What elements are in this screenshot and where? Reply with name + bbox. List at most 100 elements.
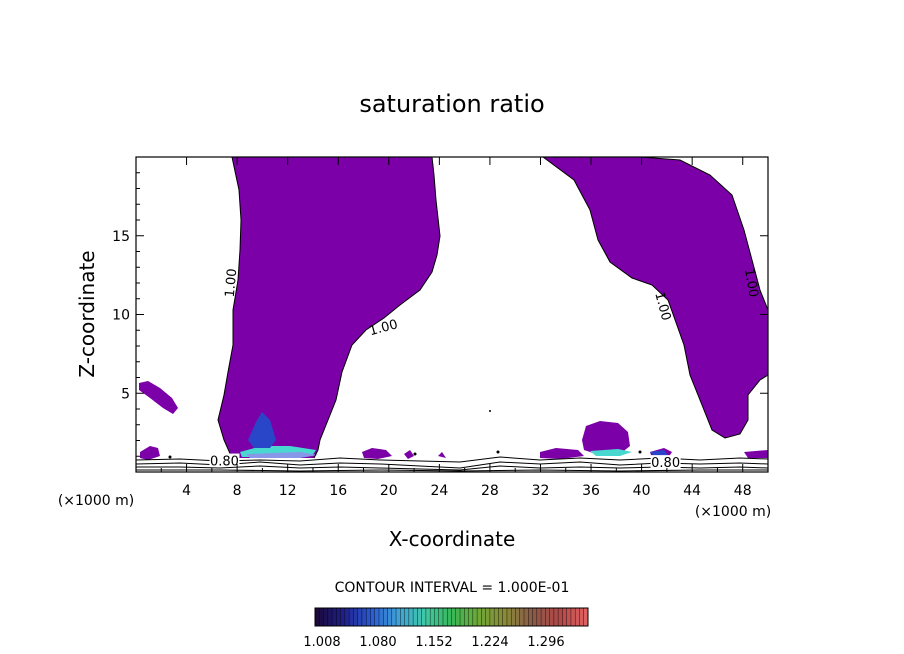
colorbar-cell: [460, 608, 465, 626]
colorbar-cell: [549, 608, 555, 626]
colorbar-tick-label: 1.080: [359, 635, 396, 650]
saturated-patch-6: [404, 450, 414, 459]
colorbar-cell: [408, 608, 414, 626]
colorbar-cell: [349, 608, 354, 626]
colorbar-cell: [336, 608, 341, 626]
colorbar-cell: [391, 608, 397, 626]
colorbar-cell: [472, 608, 478, 626]
colorbar-tick-label: 1.296: [527, 635, 564, 650]
colorbar-cell: [536, 608, 542, 626]
colorbar-cell: [562, 608, 567, 626]
colorbar-cell: [451, 608, 457, 626]
contour-label: 1.00: [651, 291, 673, 323]
colorbar-tick-label: 1.008: [303, 635, 340, 650]
colorbar-cell: [438, 608, 444, 626]
colorbar-cell: [485, 608, 491, 626]
colorbar-cell: [447, 608, 452, 626]
colorbar-cell: [396, 608, 401, 626]
speck-3: [496, 450, 500, 454]
x-tick-label: 20: [380, 483, 398, 499]
colorbar-cell: [434, 608, 440, 626]
colorbar-cell: [404, 608, 410, 626]
saturated-blob-mid: [582, 421, 630, 454]
speck-1: [489, 410, 491, 412]
speck-2: [413, 452, 417, 456]
surface-contour-4: [136, 469, 768, 472]
colorbar-frame: [314, 607, 589, 627]
contour-labels: 1.00 1.00 1.00 1.00 0.80 0.80: [209, 267, 761, 471]
x-tick-label: 12: [279, 483, 297, 499]
saturated-patch-1: [140, 446, 160, 460]
saturated-region-right: [543, 157, 768, 438]
colorbar-cell: [477, 608, 482, 626]
colorbar-cell: [430, 608, 435, 626]
chart-title: saturation ratio: [359, 90, 544, 118]
colorbar-cell: [315, 608, 320, 626]
saturated-patch-7: [438, 452, 446, 458]
colorbar-cell: [519, 608, 525, 626]
colorbar-tick-label: 1.152: [415, 635, 452, 650]
colorbar-cell: [421, 608, 427, 626]
supersat-strip-right-2: [650, 450, 668, 456]
saturated-region-left: [218, 157, 440, 458]
supersat-edge-left: [246, 452, 318, 458]
colorbar-cell: [319, 608, 324, 626]
colorbar-cell: [545, 608, 550, 626]
colorbar-cell: [498, 608, 503, 626]
x-tick-label: 8: [233, 483, 242, 499]
speck-4: [638, 450, 642, 454]
colorbar-cell: [502, 608, 508, 626]
colorbar-cell: [344, 608, 350, 626]
saturated-blob-left-edge: [139, 381, 178, 414]
colorbar-cell: [579, 608, 585, 626]
colorbar-cell: [570, 608, 576, 626]
contour-label: 1.00: [223, 268, 240, 298]
x-tick-label: 32: [532, 483, 550, 499]
contour-line-left: [217, 157, 242, 459]
filled-regions: [136, 157, 768, 472]
colorbar-cell: [455, 608, 461, 626]
colorbar-cell: [353, 608, 358, 626]
colorbar-ticks: 1.008 1.080 1.152 1.224 1.296: [303, 635, 564, 650]
colorbar-cell: [541, 608, 546, 626]
colorbar-cell: [464, 608, 469, 626]
contour-label: 1.00: [741, 267, 761, 298]
colorbar-cell: [558, 608, 563, 626]
x-tick-label: 40: [633, 483, 651, 499]
colorbar-cell: [425, 608, 431, 626]
saturated-patch-2: [362, 448, 392, 459]
colorbar-cell: [583, 608, 589, 626]
colorbar-cell: [511, 608, 516, 626]
colorbar-cell: [378, 608, 384, 626]
colorbar-cell: [532, 608, 538, 626]
x-tick-label: 48: [734, 483, 752, 499]
x-unit-left: (×1000 m): [58, 493, 134, 509]
contour-interval-label: CONTOUR INTERVAL = 1.000E-01: [335, 580, 570, 596]
colorbar-cell: [340, 608, 346, 626]
x-axis-label: X-coordinate: [389, 527, 516, 551]
colorbar-cell: [528, 608, 533, 626]
supersat-core-left: [248, 412, 276, 448]
colorbar-cell: [383, 608, 388, 626]
colorbar-cell: [387, 608, 393, 626]
contour-label-text: 1.00: [368, 317, 400, 339]
y-axis-label: Z-coordinate: [75, 250, 99, 377]
x-axis-ticks: 4 8 12 16 20 24 28 32 36 40 44 48: [160, 157, 752, 499]
colorbar-cell: [374, 608, 380, 626]
colorbar-cell: [361, 608, 367, 626]
saturated-patch-3: [540, 448, 584, 459]
colorbar-cell: [494, 608, 499, 626]
colorbar-cell: [417, 608, 422, 626]
speck-5: [168, 455, 172, 459]
contour-label: 0.80: [650, 455, 681, 471]
contour-label-text: 1.00: [223, 268, 240, 298]
x-tick-label: 44: [683, 483, 701, 499]
y-tick-label: 10: [112, 308, 130, 324]
x-tick-label: 4: [182, 483, 191, 499]
saturated-patch-5: [744, 450, 768, 458]
y-tick-label: 15: [112, 229, 130, 245]
colorbar-cell: [323, 608, 329, 626]
y-axis-ticks: 5 10 15: [112, 172, 768, 457]
colorbar-cell: [327, 608, 333, 626]
